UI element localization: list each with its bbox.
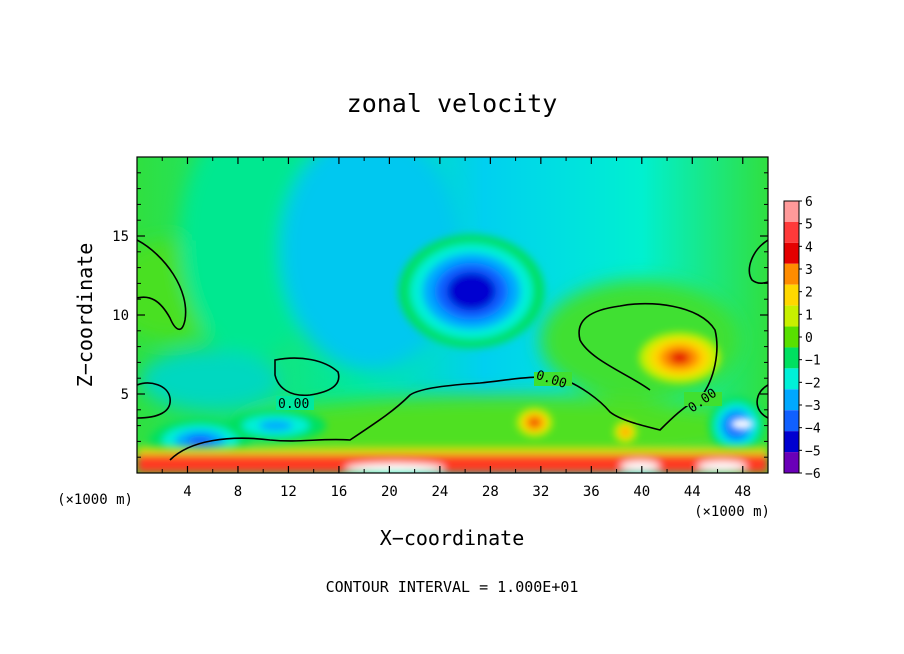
- colorbar-segment-10: [784, 410, 799, 432]
- x-tick-label-24: 24: [431, 484, 448, 500]
- field-feature-5-ring-1: [187, 435, 213, 447]
- colorbar-segment-7: [784, 347, 799, 369]
- surface-white-spot-4: [730, 418, 754, 430]
- velocity-field: 0.00 0.00 0.00: [137, 157, 768, 473]
- surface-white-spot-3: [697, 461, 747, 471]
- contour-line-surface-wave: [169, 302, 718, 461]
- x-tick-label-48: 48: [734, 484, 751, 500]
- colorbar-segment-0: [784, 201, 799, 222]
- x-axis-unit: (×1000 m): [694, 504, 770, 520]
- colorbar-label-10: −4: [805, 422, 821, 437]
- x-tick-label-40: 40: [633, 484, 650, 500]
- x-tick-label-32: 32: [532, 484, 549, 500]
- contour-line-upper-left: [137, 239, 187, 330]
- colorbar-segment-3: [784, 263, 799, 285]
- colorbar-label-6: 0: [805, 331, 813, 346]
- surface-warm-strip: [137, 455, 768, 473]
- y-axis-unit: (×1000 m): [57, 492, 133, 508]
- colorbar: 6 5 4 3 2 1 0 −1 −2 −3 −4 −5 −6: [783, 195, 821, 482]
- contour-label-bg-3: [684, 392, 722, 406]
- colorbar-label-5: 1: [805, 308, 813, 323]
- y-axis-label: Z−coordinate: [73, 243, 97, 388]
- colorbar-label-11: −5: [805, 444, 821, 459]
- x-tick-label-44: 44: [684, 484, 701, 500]
- colorbar-segment-2: [784, 242, 799, 264]
- contour-label-bg-2: [534, 372, 572, 386]
- contour-label-bg-1: [276, 396, 314, 410]
- colorbar-label-3: 3: [805, 263, 813, 278]
- x-tick-label-36: 36: [583, 484, 600, 500]
- colorbar-segment-11: [784, 431, 799, 453]
- contour-line-lower-right: [756, 384, 768, 419]
- colorbar-segment-9: [784, 389, 799, 411]
- colorbar-label-7: −1: [805, 354, 821, 369]
- x-tick-label-28: 28: [482, 484, 499, 500]
- x-axis-label: X−coordinate: [380, 526, 525, 550]
- y-axis-tick-labels: 5 10 15: [112, 229, 129, 403]
- colorbar-label-2: 4: [805, 240, 813, 255]
- field-region-mid-left: [140, 350, 280, 410]
- y-tick-label-10: 10: [112, 308, 129, 324]
- x-tick-label-20: 20: [381, 484, 398, 500]
- field-feature-3-ring-1: [621, 428, 630, 436]
- y-axis-ticks: [137, 172, 768, 458]
- colorbar-segment-5: [784, 305, 799, 327]
- contour-interval-note: CONTOUR INTERVAL = 1.000E+01: [326, 578, 579, 596]
- colorbar-label-4: 2: [805, 286, 813, 301]
- colorbar-label-8: −2: [805, 376, 821, 391]
- colorbar-segment-1: [784, 221, 799, 243]
- surface-layer: [137, 418, 768, 473]
- field-feature-2-ring-1: [530, 418, 539, 426]
- y-tick-label-15: 15: [112, 229, 129, 245]
- field-region-left-slope: [180, 157, 320, 360]
- x-axis-ticks: [161, 157, 744, 473]
- contour-label-1: 0.00: [278, 397, 309, 412]
- colorbar-label-0: 6: [805, 195, 813, 210]
- colorbar-segment-12: [784, 452, 799, 473]
- field-feature-0-ring-1: [459, 281, 484, 301]
- chart-title: zonal velocity: [347, 89, 558, 118]
- field-features: [149, 234, 765, 464]
- field-feature-6-ring-1: [258, 420, 293, 431]
- field-feature-1-ring-1: [669, 351, 690, 364]
- contour-line-lower-left: [137, 382, 171, 419]
- colorbar-label-12: −6: [805, 467, 821, 482]
- x-axis-tick-labels: 4 8 12 16 20 24 28 32 36 40 44 48: [183, 484, 751, 500]
- x-tick-label-12: 12: [280, 484, 297, 500]
- contour-line-closed-loop: [274, 357, 340, 397]
- colorbar-label-1: 5: [805, 218, 813, 233]
- surface-white-spot-2: [620, 461, 660, 471]
- surface-yellow-strip: [137, 447, 768, 455]
- x-tick-label-16: 16: [330, 484, 347, 500]
- x-tick-label-8: 8: [234, 484, 242, 500]
- y-tick-label-5: 5: [121, 387, 129, 403]
- colorbar-segment-8: [784, 368, 799, 390]
- colorbar-label-9: −3: [805, 399, 821, 414]
- x-tick-label-4: 4: [183, 484, 191, 500]
- surface-white-spot-1: [345, 463, 445, 473]
- colorbar-segment-6: [784, 326, 799, 348]
- colorbar-segment-4: [784, 284, 799, 306]
